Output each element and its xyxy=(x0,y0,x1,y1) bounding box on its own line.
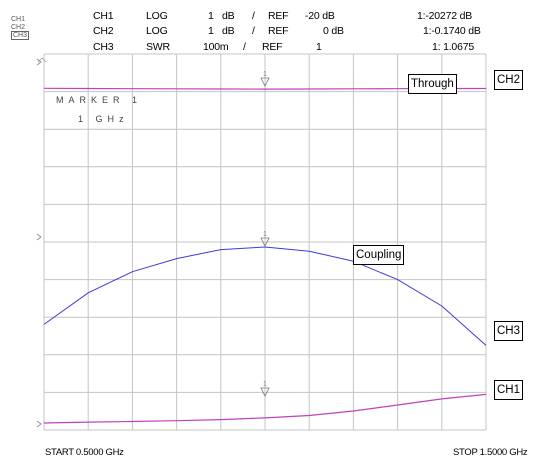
marker-label: MARKER 1 xyxy=(56,95,142,105)
stop-frequency: STOP 1.5000 GHz xyxy=(453,447,527,458)
start-frequency: START 0.5000 GHz xyxy=(45,447,124,458)
ch3-tag: CH3 xyxy=(494,321,523,341)
graticule xyxy=(44,54,486,430)
marker-symbols: 1 1 1 xyxy=(38,58,269,396)
top-chevron-icon xyxy=(38,58,46,62)
marker-freq: 1 GHz xyxy=(78,114,129,124)
through-label: Through xyxy=(408,74,457,94)
marker-number: 1 xyxy=(263,231,267,238)
marker-number: 1 xyxy=(263,71,267,78)
marker-number: 1 xyxy=(263,381,267,388)
ref-arrow xyxy=(37,234,41,240)
ch2-tag: CH2 xyxy=(494,70,523,90)
reference-arrows xyxy=(37,59,41,427)
coupling-label: Coupling xyxy=(353,245,404,265)
ref-arrow xyxy=(37,421,41,427)
ch1-tag: CH1 xyxy=(494,380,523,400)
